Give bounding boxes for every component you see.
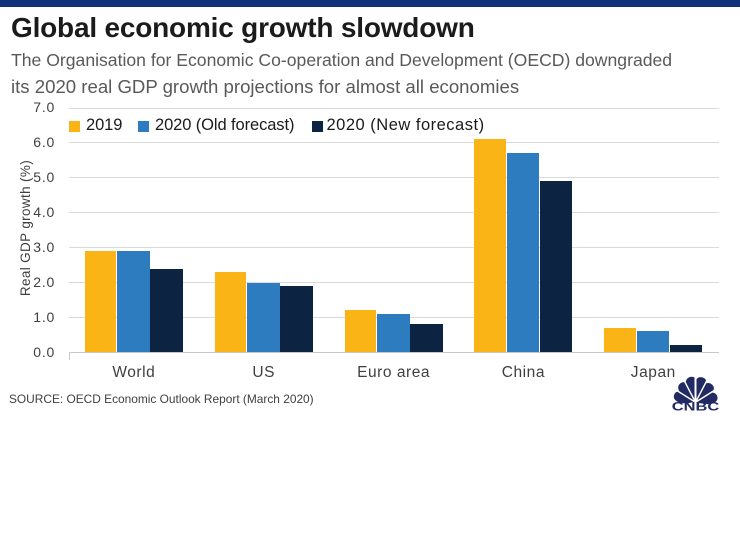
svg-text:CNBC: CNBC <box>672 402 720 414</box>
